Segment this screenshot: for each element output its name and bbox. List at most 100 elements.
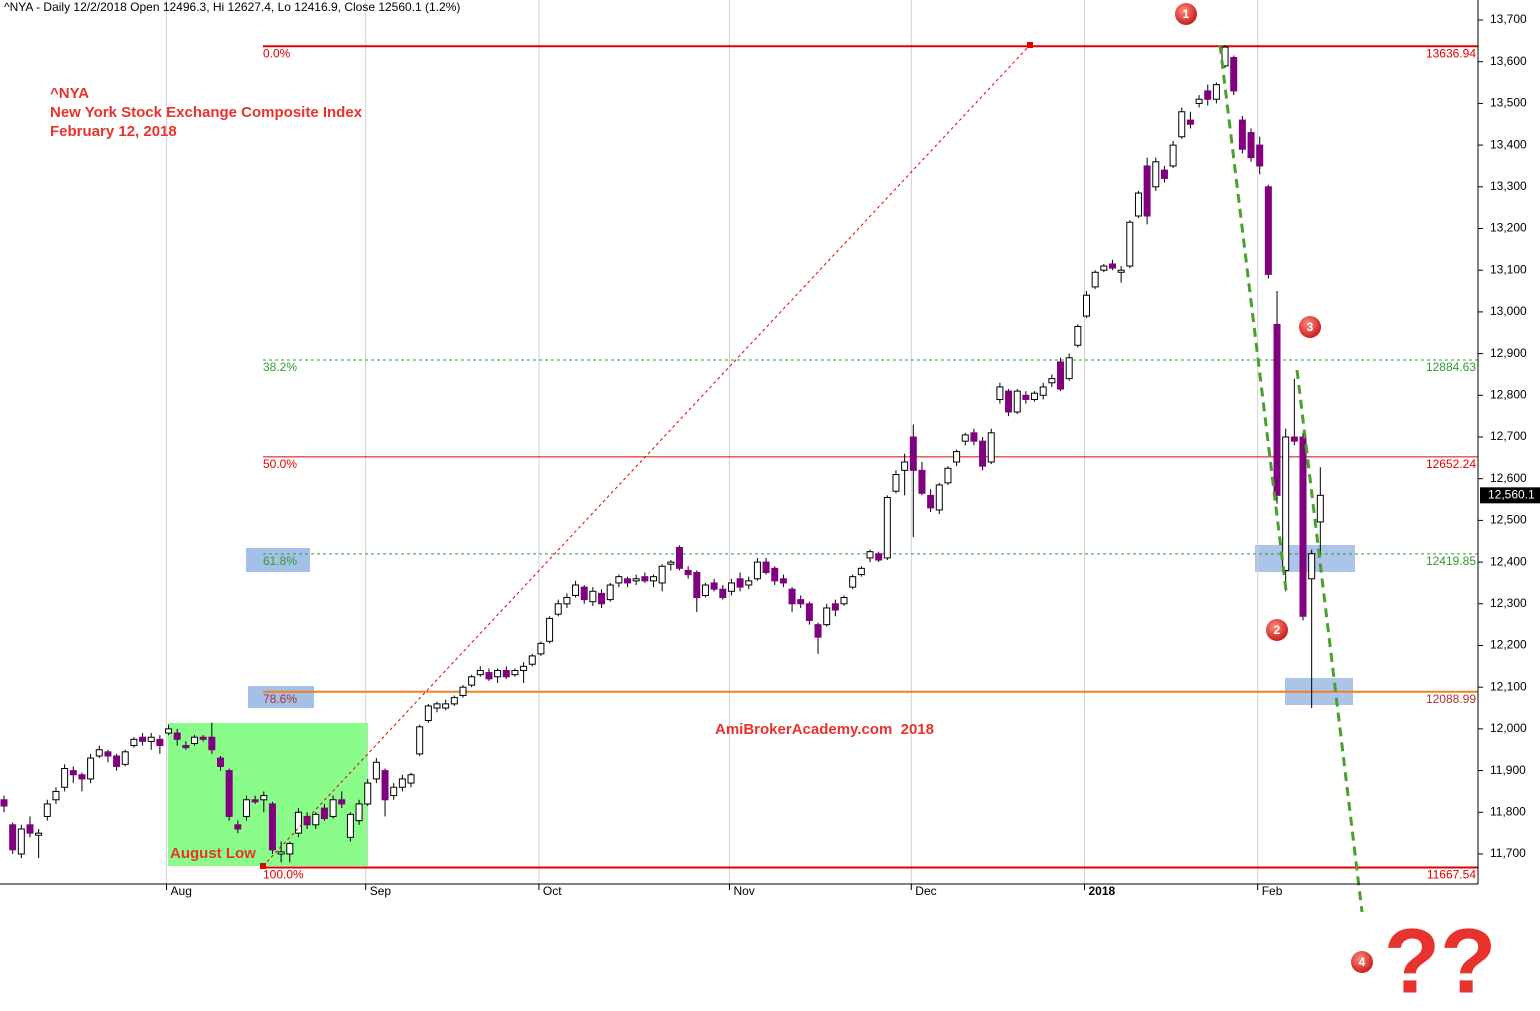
candle-body — [1169, 144, 1177, 167]
candle-body — [476, 670, 484, 676]
marker: 4 — [1351, 951, 1373, 973]
fib-label: 38.2% — [263, 360, 297, 374]
candle-body — [918, 469, 926, 494]
candle-body — [1230, 57, 1238, 92]
candle-body — [572, 584, 580, 596]
trend-line — [1295, 369, 1364, 913]
candle-body — [1247, 132, 1255, 159]
candle-body — [338, 799, 346, 805]
candle-body — [390, 786, 398, 797]
y-tick-label: 13,600 — [1490, 54, 1527, 68]
fib-label: 61.8% — [263, 554, 297, 568]
y-tick-label: 11,800 — [1490, 804, 1526, 818]
fib-value: 12419.85 — [1426, 554, 1476, 568]
y-tick-label: 13,000 — [1490, 304, 1527, 318]
candle-body — [996, 386, 1004, 400]
trend-line — [1218, 44, 1288, 591]
candle-body — [1221, 46, 1229, 67]
candle-body — [1091, 271, 1099, 288]
background-layer — [168, 545, 1355, 866]
candle-body — [312, 813, 320, 826]
candle-body — [260, 795, 268, 801]
candle-body — [710, 582, 718, 590]
candle-body — [156, 738, 164, 747]
marker-label: 2 — [1274, 623, 1281, 637]
candle-body — [1299, 436, 1307, 617]
y-tick-label: 13,400 — [1490, 137, 1527, 151]
candle-body — [1057, 361, 1065, 390]
candle-body — [840, 597, 848, 605]
last-price-box — [1480, 487, 1540, 504]
candle-body — [650, 576, 657, 582]
y-tick-label: 12,300 — [1490, 596, 1527, 610]
candle-body — [1022, 394, 1030, 400]
y-tick-label: 13,700 — [1490, 12, 1527, 26]
candle-body — [1005, 390, 1013, 413]
candle-body — [1282, 436, 1290, 571]
candle-body — [927, 494, 935, 509]
y-tick-label: 12,400 — [1490, 554, 1527, 568]
candle-body — [1083, 294, 1090, 317]
candle-body — [1290, 436, 1298, 442]
candle-body — [69, 770, 77, 776]
candle-body — [901, 461, 909, 471]
x-tick-label: Nov — [733, 884, 754, 898]
fib-label: 100.0% — [263, 868, 304, 882]
x-tick-label: Aug — [171, 884, 192, 898]
candle-body — [719, 588, 727, 599]
candle-body — [416, 726, 424, 755]
candle-body — [935, 484, 943, 511]
marker: 1 — [1175, 3, 1197, 25]
x-tick-label: Sep — [370, 884, 392, 898]
fib-value: 13636.94 — [1426, 46, 1476, 60]
y-tick-label: 12,500 — [1490, 513, 1527, 527]
candle-body — [346, 813, 354, 838]
candle-body — [520, 665, 528, 672]
candle-body — [407, 774, 415, 784]
candle-body — [113, 755, 121, 767]
y-tick-label: 13,100 — [1490, 262, 1527, 276]
candle-body — [1186, 119, 1194, 125]
candle-body — [875, 553, 883, 561]
candle-body — [1195, 98, 1203, 104]
candle-body — [1108, 263, 1116, 269]
candle-body — [217, 757, 224, 767]
annotation: New York Stock Exchange Composite Index — [50, 104, 363, 121]
candle-body — [624, 578, 632, 584]
highlight-zone — [168, 723, 368, 866]
marker-label: 3 — [1307, 320, 1314, 334]
candle-body — [61, 767, 69, 788]
fib-label: 50.0% — [263, 457, 297, 471]
candle-body — [736, 578, 744, 588]
candle-body — [9, 824, 17, 851]
drawings — [260, 42, 1364, 913]
candle-body — [831, 603, 839, 611]
fib-value: 12652.24 — [1426, 457, 1476, 471]
x-tick-label: Feb — [1262, 884, 1283, 898]
candle-body — [208, 736, 216, 751]
candle-body — [701, 584, 709, 596]
candle-body — [1117, 269, 1125, 273]
marker-ball — [1266, 619, 1288, 641]
candle-body — [814, 624, 822, 638]
candle-body — [424, 705, 432, 722]
marker-ball — [1351, 951, 1373, 973]
candle-body — [442, 703, 450, 709]
candle-body — [121, 751, 129, 765]
annotation: August Low — [170, 845, 256, 862]
candle-body — [1100, 265, 1108, 271]
candle-body — [1238, 119, 1246, 150]
candle-body — [805, 603, 813, 621]
candle-body — [909, 436, 917, 471]
candle-body — [251, 799, 259, 803]
candle-body — [1316, 494, 1324, 523]
annotation: February 12, 2018 — [50, 123, 177, 140]
candle-body — [788, 588, 796, 605]
candle-body — [147, 736, 155, 742]
candle-body — [26, 824, 34, 834]
candle-body — [1013, 390, 1021, 413]
fib-value: 12884.63 — [1426, 360, 1476, 374]
question-marks: ?? — [1384, 910, 1496, 1011]
marker: 2 — [1266, 619, 1288, 641]
